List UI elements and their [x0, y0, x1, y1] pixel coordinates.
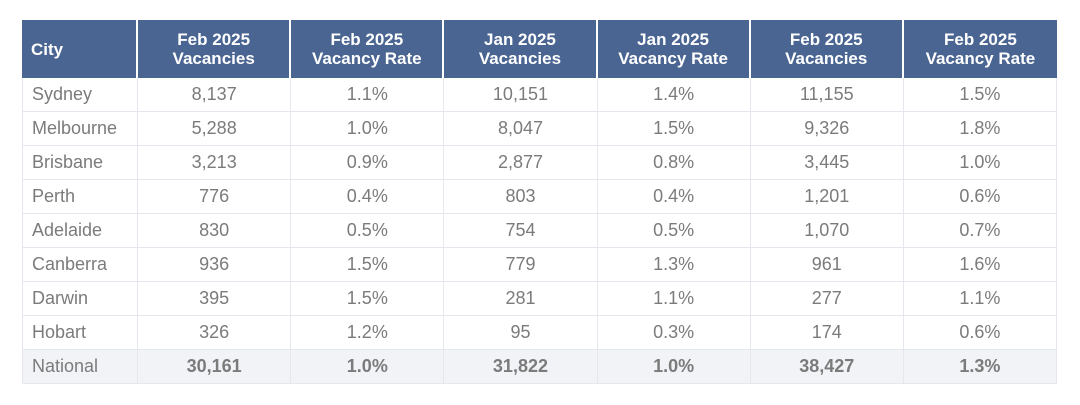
city-cell: Darwin — [22, 282, 139, 316]
value-cell: 281 — [444, 282, 598, 316]
city-cell: Sydney — [22, 78, 139, 112]
value-cell: 0.7% — [903, 214, 1057, 248]
city-cell: Melbourne — [22, 112, 139, 146]
value-cell: 1.0% — [291, 112, 445, 146]
value-cell: 10,151 — [444, 78, 598, 112]
column-header: Feb 2025 Vacancies — [138, 20, 292, 78]
column-header-line1: Feb 2025 — [944, 30, 1017, 49]
value-cell: 1,070 — [750, 214, 904, 248]
city-cell: Hobart — [22, 316, 139, 350]
value-cell: 0.5% — [291, 214, 445, 248]
value-cell: 0.4% — [291, 180, 445, 214]
column-header-line2: Vacancies — [478, 49, 562, 68]
value-cell: 0.5% — [597, 214, 751, 248]
value-cell: 961 — [750, 248, 904, 282]
value-cell: 1,201 — [750, 180, 904, 214]
value-cell: 1.0% — [291, 350, 445, 384]
table-row: Melbourne 5,288 1.0% 8,047 1.5% 9,326 1.8% — [22, 112, 1057, 146]
column-header-line2: Vacancy Rate — [312, 49, 422, 68]
column-header-line1: City — [31, 39, 64, 59]
table-row: Perth 776 0.4% 803 0.4% 1,201 0.6% — [22, 180, 1057, 214]
header-row: City Feb 2025 Vacancies Feb 2025 Vacancy Rat… — [22, 20, 1057, 78]
value-cell: 1.3% — [903, 350, 1057, 384]
table-row: Canberra 936 1.5% 779 1.3% 961 1.6% — [22, 248, 1057, 282]
value-cell: 3,213 — [138, 146, 292, 180]
value-cell: 1.5% — [291, 248, 445, 282]
value-cell: 776 — [138, 180, 292, 214]
value-cell: 8,137 — [138, 78, 292, 112]
value-cell: 1.8% — [903, 112, 1057, 146]
value-cell: 0.8% — [597, 146, 751, 180]
value-cell: 95 — [444, 316, 598, 350]
total-row: National 30,161 1.0% 31,822 1.0% 38,427 1.3% — [22, 350, 1057, 384]
value-cell: 0.6% — [903, 316, 1057, 350]
value-cell: 11,155 — [750, 78, 904, 112]
city-cell: Canberra — [22, 248, 139, 282]
value-cell: 936 — [138, 248, 292, 282]
value-cell: 5,288 — [138, 112, 292, 146]
column-header-line1: Jan 2025 — [484, 30, 556, 49]
column-header-line2: Vacancy Rate — [925, 49, 1036, 68]
value-cell: 1.0% — [903, 146, 1057, 180]
value-cell: 1.6% — [903, 248, 1057, 282]
column-header: Jan 2025 Vacancy Rate — [597, 20, 751, 78]
value-cell: 326 — [138, 316, 292, 350]
value-cell: 30,161 — [138, 350, 292, 384]
vacancy-table-container: City Feb 2025 Vacancies Feb 2025 Vacancy Rat… — [22, 20, 1057, 384]
city-cell: National — [22, 350, 139, 384]
column-header: Feb 2025 Vacancy Rate — [291, 20, 445, 78]
column-header: Feb 2025 Vacancy Rate — [903, 20, 1057, 78]
city-cell: Brisbane — [22, 146, 139, 180]
value-cell: 1.4% — [597, 78, 751, 112]
table-row: Hobart 326 1.2% 95 0.3% 174 0.6% — [22, 316, 1057, 350]
value-cell: 8,047 — [444, 112, 598, 146]
table-row: Sydney 8,137 1.1% 10,151 1.4% 11,155 1.5% — [22, 78, 1057, 112]
value-cell: 395 — [138, 282, 292, 316]
column-header-city: City — [22, 20, 139, 78]
value-cell: 1.5% — [597, 112, 751, 146]
column-header-line2: Vacancies — [785, 49, 868, 68]
column-header: Feb 2025 Vacancies — [750, 20, 904, 78]
column-header-line1: Feb 2025 — [330, 30, 404, 49]
table-body: Sydney 8,137 1.1% 10,151 1.4% 11,155 1.5% Melbo… — [22, 78, 1057, 384]
value-cell: 9,326 — [750, 112, 904, 146]
value-cell: 803 — [444, 180, 598, 214]
table-row: Darwin 395 1.5% 281 1.1% 277 1.1% — [22, 282, 1057, 316]
value-cell: 0.4% — [597, 180, 751, 214]
column-header-line2: Vacancy Rate — [618, 49, 728, 68]
value-cell: 754 — [444, 214, 598, 248]
value-cell: 0.3% — [597, 316, 751, 350]
value-cell: 1.1% — [597, 282, 751, 316]
column-header-line2: Vacancies — [172, 49, 255, 68]
value-cell: 779 — [444, 248, 598, 282]
value-cell: 1.1% — [903, 282, 1057, 316]
column-header-line1: Jan 2025 — [637, 30, 710, 49]
column-header-line1: Feb 2025 — [177, 30, 251, 49]
value-cell: 1.3% — [597, 248, 751, 282]
column-header-line1: Feb 2025 — [789, 30, 863, 49]
value-cell: 830 — [138, 214, 292, 248]
value-cell: 174 — [750, 316, 904, 350]
city-cell: Perth — [22, 180, 139, 214]
vacancy-table: City Feb 2025 Vacancies Feb 2025 Vacancy Rat… — [22, 20, 1057, 384]
table-row: Brisbane 3,213 0.9% 2,877 0.8% 3,445 1.0% — [22, 146, 1057, 180]
value-cell: 1.2% — [291, 316, 445, 350]
value-cell: 277 — [750, 282, 904, 316]
value-cell: 31,822 — [444, 350, 598, 384]
table-row: Adelaide 830 0.5% 754 0.5% 1,070 0.7% — [22, 214, 1057, 248]
value-cell: 3,445 — [750, 146, 904, 180]
value-cell: 2,877 — [444, 146, 598, 180]
value-cell: 38,427 — [750, 350, 904, 384]
value-cell: 1.5% — [903, 78, 1057, 112]
table-header: City Feb 2025 Vacancies Feb 2025 Vacancy Rat… — [22, 20, 1057, 78]
city-cell: Adelaide — [22, 214, 139, 248]
value-cell: 1.1% — [291, 78, 445, 112]
value-cell: 0.9% — [291, 146, 445, 180]
column-header: Jan 2025 Vacancies — [444, 20, 598, 78]
value-cell: 0.6% — [903, 180, 1057, 214]
value-cell: 1.0% — [597, 350, 751, 384]
value-cell: 1.5% — [291, 282, 445, 316]
